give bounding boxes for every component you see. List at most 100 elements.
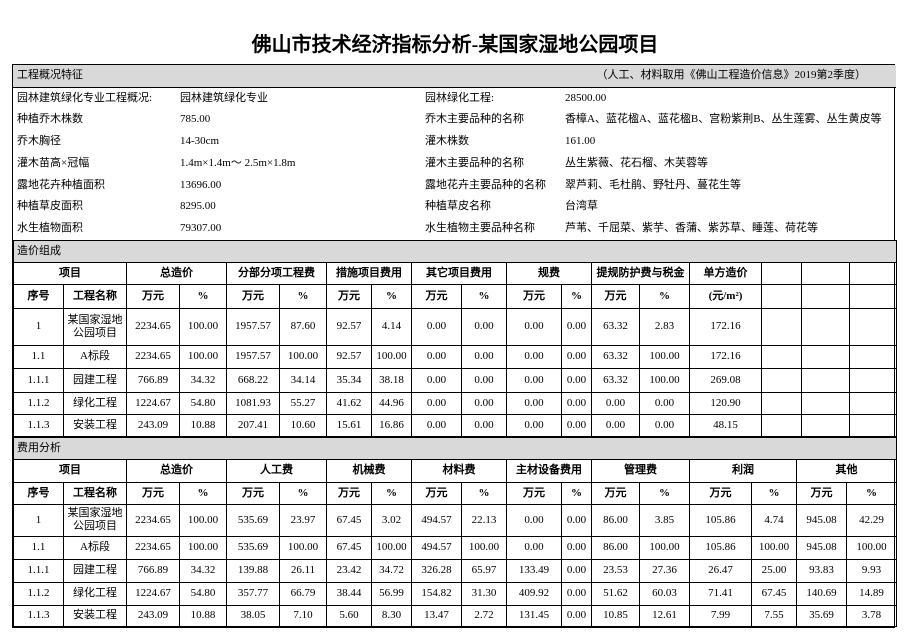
- table-row: 灌木苗高×冠幅 1.4m×1.4m～ 2.5m×1.8m 灌木主要品种的名称 丛生紫薇…: [13, 152, 896, 174]
- table-cell: 0.00: [461, 391, 507, 415]
- field-value: 翠芦莉、毛杜鹃、野牡丹、蔓花生等: [565, 178, 741, 191]
- table-cell: 0.00: [506, 344, 562, 369]
- table-cell: 34.72: [371, 558, 412, 583]
- table-cell: 42.29: [845, 503, 898, 537]
- table-cell: 63.32: [591, 367, 640, 393]
- field-value: 785.00: [180, 113, 211, 126]
- table-cell: 2234.65: [126, 344, 180, 369]
- table-cell: 100.00: [639, 367, 690, 393]
- header-cell: 项目: [13, 261, 127, 285]
- section-heading: 费用分析: [12, 436, 898, 460]
- table-cell: 0.00: [561, 367, 592, 393]
- table-cell: 60.03: [639, 581, 690, 606]
- header-cell: 万元: [226, 283, 280, 309]
- header-cell: 单方造价: [689, 261, 762, 285]
- table-cell: 172.16: [689, 344, 762, 369]
- header-cell: %: [561, 283, 592, 309]
- table-cell: 0.00: [561, 535, 592, 560]
- header-cell: 机械费: [326, 458, 412, 483]
- table-cell: 10.88: [179, 604, 227, 627]
- header-cell: 工程名称: [63, 481, 127, 505]
- table-cell: 31.30: [461, 581, 507, 606]
- empty-cell: [761, 413, 802, 437]
- table-cell: 23.42: [326, 558, 372, 583]
- empty-cell: [761, 261, 802, 285]
- table-cell: 0.00: [411, 344, 462, 369]
- table-row: 造价组成: [12, 239, 898, 263]
- table-cell: 100.00: [279, 344, 327, 369]
- table-cell: 某国家湿地公园项目: [63, 307, 127, 346]
- table-cell: 100.00: [279, 535, 327, 560]
- header-cell: 万元: [591, 283, 640, 309]
- table-cell: 1224.67: [126, 581, 180, 606]
- table-cell: 55.27: [279, 391, 327, 415]
- table-cell: 34.32: [179, 367, 227, 393]
- table-cell: 100.00: [751, 535, 797, 560]
- table-cell: 71.41: [689, 581, 752, 606]
- header-cell: 万元: [506, 283, 562, 309]
- table-cell: 1.1.2: [13, 581, 64, 606]
- field-value: 香樟A、蓝花楹A、蓝花楹B、宫粉紫荆B、丛生莲雾、丛生黄皮等: [565, 113, 882, 126]
- header-cell: 提规防护费与税金: [591, 261, 690, 285]
- header-cell: %: [179, 283, 227, 309]
- header-cell: 万元: [226, 481, 280, 505]
- empty-cell: [761, 344, 802, 369]
- table-cell: 100.00: [371, 535, 412, 560]
- empty-cell: [801, 413, 850, 437]
- field-value: 1.4m×1.4m～ 2.5m×1.8m: [180, 156, 296, 169]
- table-cell: A标段: [63, 344, 127, 369]
- table-row: 种植乔木株数 785.00 乔木主要品种的名称 香樟A、蓝花楹A、蓝花楹B、宫粉紫荆B…: [13, 109, 896, 131]
- header-cell: %: [279, 481, 327, 505]
- header-cell: 项目: [13, 458, 127, 483]
- header-cell: %: [561, 481, 592, 505]
- table-cell: 131.45: [506, 604, 562, 627]
- header-cell: 措施项目费用: [326, 261, 412, 285]
- table-cell: 3.02: [371, 503, 412, 537]
- table-cell: 494.57: [411, 535, 462, 560]
- table-cell: 35.69: [796, 604, 847, 627]
- table-cell: 0.00: [561, 307, 592, 346]
- table-row: 1.1 A标段 2234.65 100.00 1957.57 100.00 92.57 100…: [13, 344, 898, 369]
- header-cell: 万元: [506, 481, 562, 505]
- field-value: 161.00: [565, 134, 596, 147]
- table-cell: 16.86: [371, 413, 412, 437]
- field-value: 28500.00: [565, 91, 607, 104]
- header-cell: 万元: [126, 283, 180, 309]
- table-cell: 15.61: [326, 413, 372, 437]
- table-cell: 绿化工程: [63, 581, 127, 606]
- table-cell: 园建工程: [63, 558, 127, 583]
- table-cell: 1.1: [13, 344, 64, 369]
- table-cell: 154.82: [411, 581, 462, 606]
- field-label: 乔木胸径: [17, 134, 61, 147]
- table-cell: 172.16: [689, 307, 762, 346]
- table-row: 1.1.1 园建工程 766.89 34.32 668.22 34.14 35.34 38.1…: [13, 367, 898, 393]
- table-cell: 3.85: [639, 503, 690, 537]
- table-row: 工程概况特征 （人工、材料取用《佛山工程造价信息》2019第2季度）: [13, 65, 896, 88]
- table-cell: 243.09: [126, 604, 180, 627]
- header-cell: 分部分项工程费: [226, 261, 327, 285]
- table-cell: 0.00: [506, 535, 562, 560]
- table-cell: 1957.57: [226, 307, 280, 346]
- table-cell: 0.00: [506, 367, 562, 393]
- table-cell: 38.05: [226, 604, 280, 627]
- table-cell: 140.69: [796, 581, 847, 606]
- table-cell: 494.57: [411, 503, 462, 537]
- empty-cell: [801, 391, 850, 415]
- header-cell: 万元: [411, 481, 462, 505]
- table-cell: 0.00: [639, 413, 690, 437]
- table-cell: 38.18: [371, 367, 412, 393]
- table-cell: 63.32: [591, 307, 640, 346]
- empty-cell: [761, 367, 802, 393]
- table-row: 水生植物面积 79307.00 水生植物主要品种名称 芦苇、千屈菜、紫芋、香蒲、紫苏草…: [13, 218, 896, 240]
- table-cell: 1.1.2: [13, 391, 64, 415]
- field-label: 种植乔木株数: [17, 113, 83, 126]
- table-row: 项目 总造价 分部分项工程费 措施项目费用 其它项目费用 规费 提规防护费与税金 单方造价: [13, 261, 898, 285]
- table-cell: 100.00: [639, 535, 690, 560]
- table-cell: 0.00: [591, 413, 640, 437]
- empty-cell: [848, 307, 898, 346]
- field-label: 灌木株数: [425, 134, 469, 147]
- section-heading: 造价组成: [12, 239, 898, 263]
- table-cell: 945.08: [796, 535, 847, 560]
- header-cell: 万元: [326, 481, 372, 505]
- table-cell: 0.00: [561, 581, 592, 606]
